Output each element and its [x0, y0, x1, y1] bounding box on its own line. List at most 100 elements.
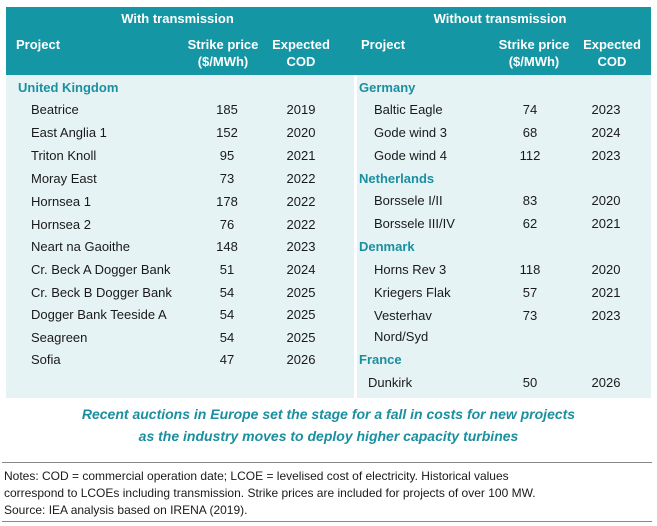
table-row: Horns Rev 3 118 2020: [374, 260, 644, 280]
strike-price: 76: [219, 217, 235, 232]
project-name: Borssele III/IV: [374, 216, 455, 231]
right-col-strike-price-line2: ($/MWh): [508, 54, 560, 69]
expected-cod: 2021: [286, 148, 316, 163]
project-name: Triton Knoll: [31, 148, 97, 163]
caption-line-1: Recent auctions in Europe set the stage …: [81, 406, 576, 422]
expected-cod: 2022: [286, 217, 316, 232]
expected-cod: 2020: [591, 193, 621, 208]
strike-price: 152: [216, 125, 238, 140]
right-col-strike-price-line1: Strike price: [498, 37, 570, 52]
table-row-continuation: Nord/Syd: [374, 327, 644, 347]
right-panel-body: [357, 75, 651, 398]
figure-caption: Recent auctions in Europe set the stage …: [0, 403, 657, 447]
table-row: East Anglia 1 152 2020: [31, 123, 341, 143]
project-name: Hornsea 2: [31, 217, 91, 232]
strike-price: 185: [216, 102, 238, 117]
right-col-cod-line2: COD: [597, 54, 627, 69]
project-name: Seagreen: [31, 330, 88, 345]
right-col-cod-line1: Expected: [583, 37, 641, 52]
group-label-denmark: Denmark: [359, 239, 415, 254]
right-col-project: Project: [361, 37, 406, 52]
strike-price: 47: [219, 352, 235, 367]
expected-cod: 2023: [591, 148, 621, 163]
table-row: Cr. Beck B Dogger Bank 54 2025: [31, 283, 341, 303]
left-panel-body: [6, 75, 354, 398]
left-column-headers: Project Strike price ($/MWh) Expected CO…: [6, 31, 349, 75]
table-row: Neart na Gaoithe 148 2023: [31, 237, 341, 257]
project-name: Horns Rev 3: [374, 262, 447, 277]
table-row: Dogger Bank Teeside A 54 2025: [31, 305, 341, 325]
strike-price: 118: [519, 262, 541, 277]
strike-price: 54: [219, 285, 235, 300]
expected-cod: 2024: [591, 125, 621, 140]
table-row: Borssele I/II 83 2020: [374, 191, 644, 211]
project-name: Moray East: [31, 171, 97, 186]
notes-line-1: Notes: COD = commercial operation date; …: [4, 469, 509, 483]
project-name: Cr. Beck B Dogger Bank: [31, 285, 172, 300]
project-name: East Anglia 1: [31, 125, 107, 140]
project-name: Hornsea 1: [31, 194, 91, 209]
expected-cod: 2025: [286, 285, 316, 300]
table-row: Moray East 73 2022: [31, 169, 341, 189]
project-name: Neart na Gaoithe: [31, 239, 131, 254]
table-row: Sofia 47 2026: [31, 350, 341, 370]
project-name: Dogger Bank Teeside A: [31, 307, 167, 322]
strike-price: 62: [522, 216, 538, 231]
right-column-headers: Project Strike price ($/MWh) Expected CO…: [349, 31, 651, 75]
project-name: Baltic Eagle: [374, 102, 443, 117]
project-name: Beatrice: [31, 102, 79, 117]
table-row: Kriegers Flak 57 2021: [374, 283, 644, 303]
group-label-netherlands: Netherlands: [359, 171, 435, 186]
right-col-strike-price: Strike price ($/MWh): [489, 36, 579, 70]
strike-price: 57: [522, 285, 538, 300]
table-row: Triton Knoll 95 2021: [31, 146, 341, 166]
strike-price: 68: [522, 125, 538, 140]
expected-cod: 2020: [591, 262, 621, 277]
project-name: Kriegers Flak: [374, 285, 451, 300]
expected-cod: 2019: [286, 102, 316, 117]
table-row: Seagreen 54 2025: [31, 328, 341, 348]
table-row: Cr. Beck A Dogger Bank 51 2024: [31, 260, 341, 280]
expected-cod: 2020: [286, 125, 316, 140]
strike-price: 83: [522, 193, 538, 208]
strike-price: 73: [522, 308, 538, 323]
project-name: Borssele I/II: [374, 193, 443, 208]
project-name-line2: Nord/Syd: [374, 329, 429, 344]
table-row: Beatrice 185 2019: [31, 100, 341, 120]
notes-line-2: correspond to LCOEs including transmissi…: [4, 486, 536, 500]
project-name: Cr. Beck A Dogger Bank: [31, 262, 171, 277]
left-col-project: Project: [16, 37, 61, 52]
expected-cod: 2024: [286, 262, 316, 277]
left-col-strike-price: Strike price ($/MWh): [178, 36, 268, 70]
strike-price: 178: [216, 194, 238, 209]
table-row: Vesterhav 73 2023: [374, 306, 644, 326]
project-name: Gode wind 3: [374, 125, 447, 140]
notes-source: Source: IEA analysis based on IRENA (201…: [4, 503, 248, 517]
left-col-cod-line2: COD: [286, 54, 316, 69]
strike-price: 95: [219, 148, 235, 163]
expected-cod: 2025: [286, 307, 316, 322]
table-row: Dunkirk 50 2026: [368, 373, 644, 393]
group-label-france: France: [359, 352, 402, 367]
strike-price: 50: [522, 375, 538, 390]
left-panel-title: With transmission: [6, 7, 349, 31]
expected-cod: 2023: [591, 308, 621, 323]
strike-price: 51: [219, 262, 235, 277]
expected-cod: 2021: [591, 216, 621, 231]
left-col-cod-line1: Expected: [272, 37, 330, 52]
table-row: Gode wind 4 112 2023: [374, 146, 644, 166]
strike-price: 54: [219, 330, 235, 345]
expected-cod: 2023: [591, 102, 621, 117]
strike-price: 73: [219, 171, 235, 186]
left-col-expected-cod: Expected COD: [266, 36, 336, 70]
table-row: Hornsea 2 76 2022: [31, 215, 341, 235]
expected-cod: 2023: [286, 239, 316, 254]
table-row: Hornsea 1 178 2022: [31, 192, 341, 212]
panel-divider: [354, 75, 357, 398]
expected-cod: 2025: [286, 330, 316, 345]
group-label-germany: Germany: [359, 80, 416, 95]
expected-cod: 2026: [591, 375, 621, 390]
expected-cod: 2022: [286, 171, 316, 186]
expected-cod: 2022: [286, 194, 316, 209]
